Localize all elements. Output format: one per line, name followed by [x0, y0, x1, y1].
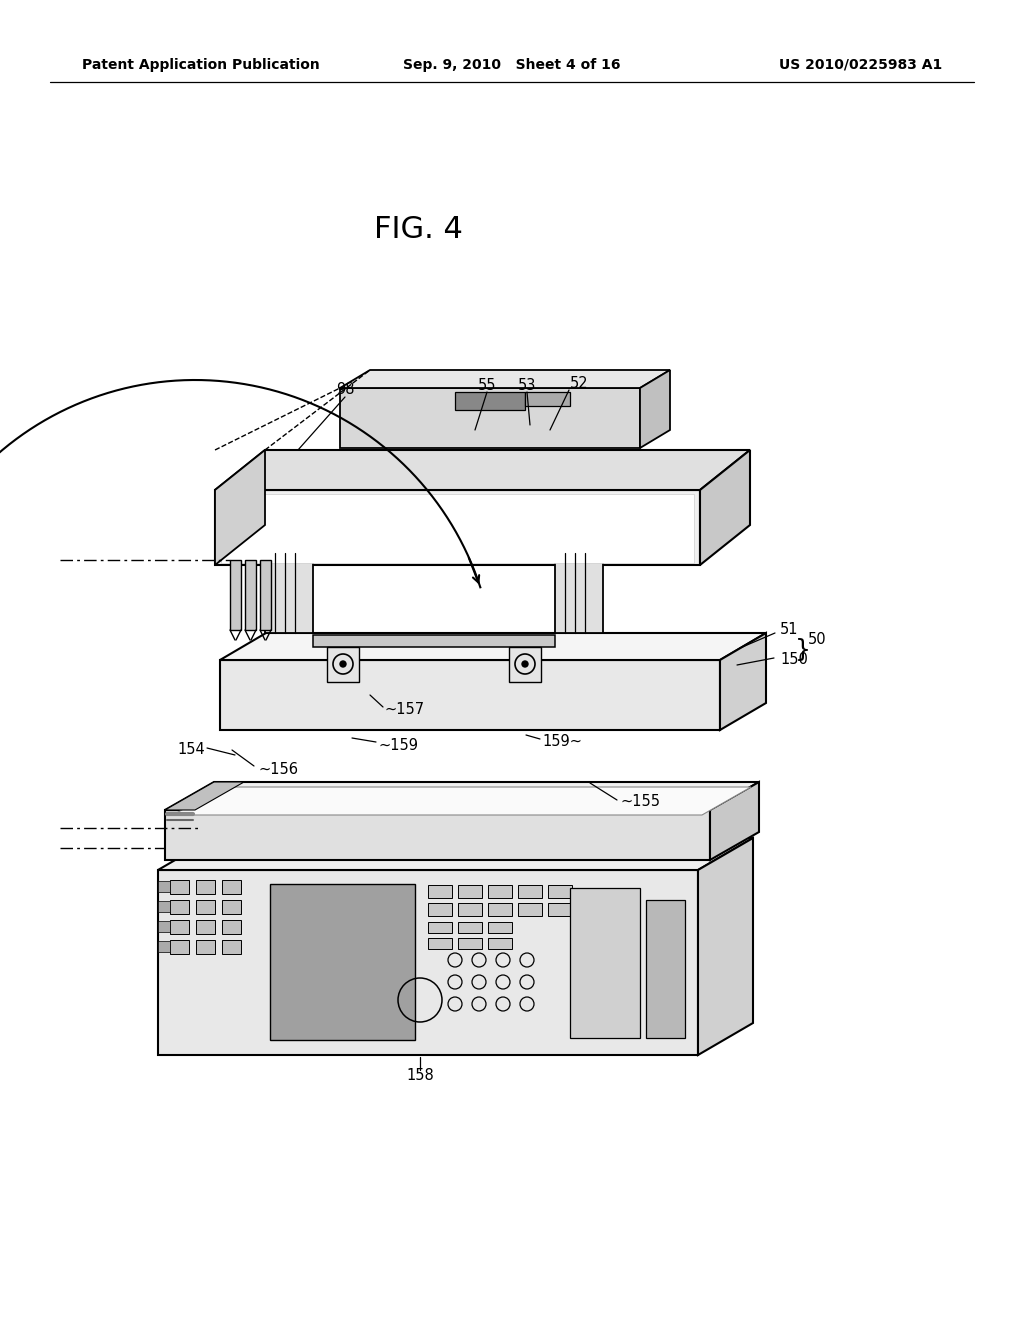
Text: 51: 51 — [780, 623, 799, 638]
Polygon shape — [196, 880, 215, 894]
Text: US 2010/0225983 A1: US 2010/0225983 A1 — [778, 58, 942, 73]
Text: ~156: ~156 — [258, 763, 298, 777]
Polygon shape — [170, 940, 189, 954]
Polygon shape — [428, 903, 452, 916]
Polygon shape — [458, 939, 482, 949]
Polygon shape — [260, 560, 271, 630]
Text: 159~: 159~ — [542, 734, 582, 750]
Polygon shape — [698, 838, 753, 1055]
Polygon shape — [196, 940, 215, 954]
Text: Sep. 9, 2010   Sheet 4 of 16: Sep. 9, 2010 Sheet 4 of 16 — [403, 58, 621, 73]
Polygon shape — [165, 810, 710, 861]
Polygon shape — [265, 548, 321, 634]
Polygon shape — [173, 787, 751, 814]
Circle shape — [522, 661, 528, 667]
Polygon shape — [488, 903, 512, 916]
Polygon shape — [548, 903, 572, 916]
Text: 55: 55 — [478, 378, 497, 392]
Polygon shape — [222, 880, 241, 894]
Circle shape — [340, 661, 346, 667]
Polygon shape — [555, 548, 611, 634]
Polygon shape — [488, 939, 512, 949]
Polygon shape — [525, 392, 570, 407]
Polygon shape — [327, 647, 359, 682]
Polygon shape — [170, 880, 189, 894]
Text: 150: 150 — [780, 652, 808, 668]
Polygon shape — [640, 370, 670, 447]
Polygon shape — [222, 900, 241, 913]
Polygon shape — [230, 560, 241, 630]
Polygon shape — [710, 781, 759, 861]
Polygon shape — [215, 490, 700, 565]
Polygon shape — [340, 370, 670, 388]
Polygon shape — [158, 941, 170, 952]
Polygon shape — [165, 781, 759, 810]
Text: 53: 53 — [518, 378, 537, 392]
Polygon shape — [488, 921, 512, 933]
Polygon shape — [220, 660, 720, 730]
Text: 98: 98 — [336, 383, 354, 397]
Polygon shape — [196, 900, 215, 913]
Polygon shape — [170, 900, 189, 913]
Polygon shape — [170, 920, 189, 935]
Polygon shape — [158, 870, 698, 1055]
Polygon shape — [518, 884, 542, 898]
Polygon shape — [720, 634, 766, 730]
Polygon shape — [158, 838, 753, 870]
Polygon shape — [220, 634, 766, 660]
Polygon shape — [455, 392, 525, 411]
Polygon shape — [646, 900, 685, 1038]
Text: 50: 50 — [808, 632, 826, 648]
Polygon shape — [458, 921, 482, 933]
Polygon shape — [245, 560, 256, 630]
Text: FIG. 4: FIG. 4 — [374, 215, 463, 244]
Polygon shape — [270, 884, 415, 1040]
Polygon shape — [158, 880, 170, 892]
Text: 158: 158 — [407, 1068, 434, 1082]
Text: Patent Application Publication: Patent Application Publication — [82, 58, 319, 73]
Polygon shape — [222, 940, 241, 954]
Polygon shape — [548, 884, 572, 898]
Polygon shape — [313, 635, 555, 647]
Polygon shape — [488, 884, 512, 898]
Text: }: } — [795, 638, 811, 663]
Text: ~159: ~159 — [378, 738, 418, 752]
Polygon shape — [340, 388, 640, 447]
Polygon shape — [570, 888, 640, 1038]
Polygon shape — [158, 921, 170, 932]
Polygon shape — [215, 450, 750, 490]
Polygon shape — [221, 494, 694, 564]
Text: 52: 52 — [570, 375, 589, 391]
Polygon shape — [165, 781, 244, 810]
Polygon shape — [196, 920, 215, 935]
Polygon shape — [215, 450, 265, 565]
Text: ~155: ~155 — [620, 795, 660, 809]
Polygon shape — [458, 884, 482, 898]
Polygon shape — [428, 921, 452, 933]
Polygon shape — [158, 902, 170, 912]
Polygon shape — [222, 920, 241, 935]
Text: ~157: ~157 — [385, 702, 425, 718]
Text: 154: 154 — [177, 742, 205, 758]
Polygon shape — [509, 647, 541, 682]
Polygon shape — [428, 884, 452, 898]
Polygon shape — [458, 903, 482, 916]
Polygon shape — [428, 939, 452, 949]
Polygon shape — [700, 450, 750, 565]
Polygon shape — [518, 903, 542, 916]
